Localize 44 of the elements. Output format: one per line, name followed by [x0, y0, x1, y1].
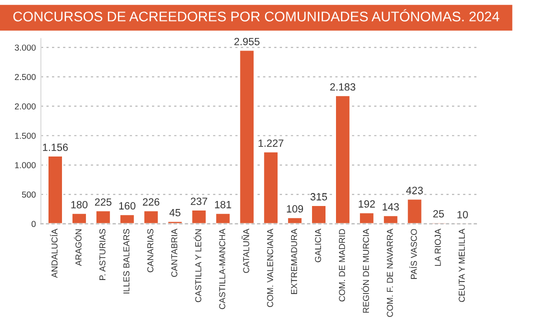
data-label: 45 — [169, 209, 180, 216]
data-label: 10 — [458, 210, 468, 218]
data-label: 160 — [119, 202, 136, 210]
data-label: 1.227 — [258, 139, 284, 147]
x-tick-label: COM. DE MADRID — [338, 229, 346, 302]
x-tick-label: ANDALUCÍA — [50, 228, 58, 278]
data-label: 226 — [142, 198, 160, 206]
y-tick-label: 1.000 — [15, 162, 36, 168]
x-tick-label: LA RIOJA — [434, 228, 441, 266]
x-tick-label: ARAGÓN — [74, 229, 82, 266]
data-label: 2.955 — [234, 38, 260, 46]
x-tick-label: P. ASTURIAS — [99, 229, 106, 280]
data-label: 423 — [406, 186, 423, 194]
x-tick-label: COM. F. DE NAVARRA — [386, 228, 393, 317]
data-label: 180 — [71, 200, 88, 208]
x-tick-label: PAÍS VASCO — [409, 229, 417, 279]
x-tick-label: CASTILLA Y LEÓN — [194, 229, 202, 302]
x-tick-label: ILLES BALEARS — [123, 229, 130, 294]
y-tick-label: 500 — [22, 192, 36, 198]
data-label: 181 — [215, 200, 232, 208]
x-tick-label: EXTREMADURA — [291, 228, 298, 294]
data-label: 225 — [94, 198, 112, 206]
x-tick-label: CASTILLA-MANCHA — [219, 228, 226, 310]
data-label: 25 — [433, 210, 444, 218]
data-label: 237 — [190, 198, 208, 206]
x-tick-label: CANARIAS — [147, 229, 154, 272]
x-tick-label: COM. VALENCIANA — [267, 228, 274, 308]
x-tick-label: CATALUÑA — [242, 228, 250, 273]
y-tick-label: 2.000 — [14, 103, 36, 110]
data-label: 192 — [358, 200, 375, 208]
x-tick-label: REGIÓN DE MURCIA — [361, 228, 369, 313]
data-label: 1.156 — [43, 144, 68, 152]
y-tick-label: 3.000 — [14, 44, 36, 51]
data-label: 315 — [310, 193, 328, 200]
data-label: 143 — [382, 203, 399, 211]
data-label: 109 — [286, 205, 304, 213]
chart-title: CONCURSOS DE ACREEDORES POR COMUNIDADES AUTÓNOMAS. 2024 — [13, 9, 500, 22]
y-tick-label: 0 — [32, 220, 36, 227]
y-tick-label: 1.500 — [15, 132, 36, 139]
y-tick-label: 2.500 — [14, 74, 36, 80]
x-tick-label: GALICIA — [314, 228, 322, 262]
data-label: 2.183 — [330, 83, 356, 91]
x-tick-label: CANTABRIA — [171, 228, 178, 277]
x-tick-label: CEUTA Y MELILLA — [458, 228, 465, 302]
